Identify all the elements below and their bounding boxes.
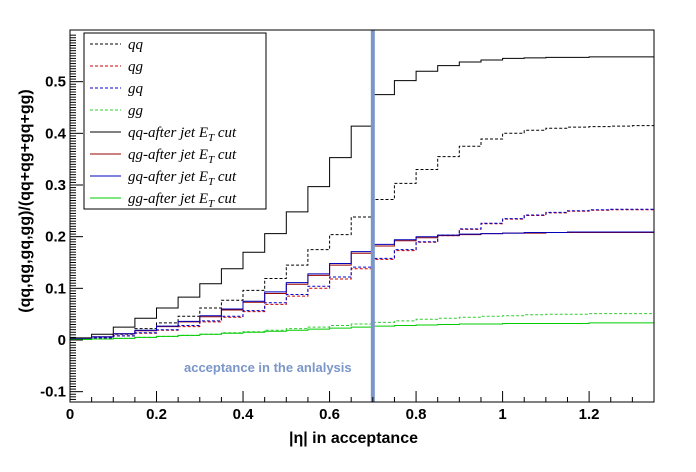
- y-axis-title: (qq,qg,gq,gg)/(qq+qg+gq+gg): [17, 89, 34, 313]
- legend-label-2: gq: [128, 81, 144, 97]
- x-tick-label: 0: [66, 406, 74, 423]
- series-layer: [70, 56, 654, 340]
- series-line-4: [70, 56, 654, 339]
- y-tick-label: -0.1: [40, 384, 66, 401]
- series-line-7: [70, 322, 654, 340]
- y-tick-label: 0.4: [45, 125, 67, 142]
- x-tick-label: 0.4: [233, 406, 255, 423]
- x-axis-title: |η| in acceptance: [289, 430, 418, 447]
- legend-label-1: qg: [128, 59, 144, 75]
- legend-label-3: gg: [128, 103, 144, 119]
- legend-label-0: qq: [128, 37, 144, 53]
- series-line-2: [70, 208, 654, 340]
- series-line-6: [70, 231, 654, 340]
- axes-layer: 0 0.2 0.4 0.6 0.8 1 1.2-0.100.10.20.30.40.5: [40, 34, 633, 423]
- y-tick-label: 0.3: [45, 177, 66, 194]
- x-tick-label: 0.6: [319, 406, 340, 423]
- x-tick-label: 0.8: [406, 406, 427, 423]
- y-tick-label: 0: [58, 332, 66, 349]
- legend-box: [83, 32, 267, 210]
- x-tick-label: 1.2: [579, 406, 600, 423]
- y-tick-label: 0.1: [45, 280, 66, 297]
- y-tick-label: 0.5: [45, 74, 66, 91]
- acceptance-annotation: acceptance in the anlalysis: [184, 360, 352, 375]
- x-tick-label: 1: [498, 406, 506, 423]
- x-tick-label: 0.2: [146, 406, 167, 423]
- series-line-0: [70, 125, 654, 340]
- y-tick-label: 0.2: [45, 229, 66, 246]
